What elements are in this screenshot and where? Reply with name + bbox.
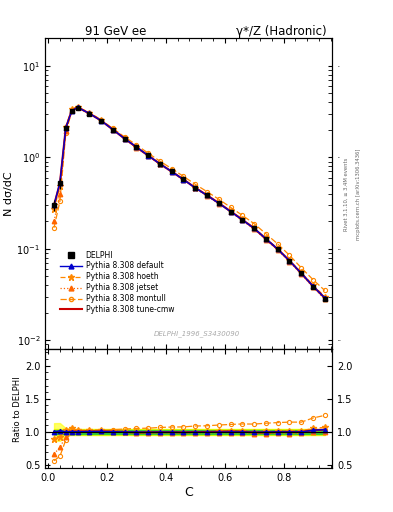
- Text: γ*/Z (Hadronic): γ*/Z (Hadronic): [236, 25, 326, 38]
- Y-axis label: Ratio to DELPHI: Ratio to DELPHI: [13, 376, 22, 441]
- Text: DELPHI_1996_S3430090: DELPHI_1996_S3430090: [154, 330, 241, 336]
- X-axis label: C: C: [184, 486, 193, 499]
- Text: Rivet 3.1.10, ≥ 3.4M events: Rivet 3.1.10, ≥ 3.4M events: [344, 158, 349, 231]
- Text: mcplots.cern.ch [arXiv:1306.3436]: mcplots.cern.ch [arXiv:1306.3436]: [356, 149, 361, 240]
- Y-axis label: N dσ/dC: N dσ/dC: [4, 172, 14, 216]
- Legend: DELPHI, Pythia 8.308 default, Pythia 8.308 hoeth, Pythia 8.308 jetset, Pythia 8.: DELPHI, Pythia 8.308 default, Pythia 8.3…: [61, 250, 174, 314]
- Text: 91 GeV ee: 91 GeV ee: [85, 25, 147, 38]
